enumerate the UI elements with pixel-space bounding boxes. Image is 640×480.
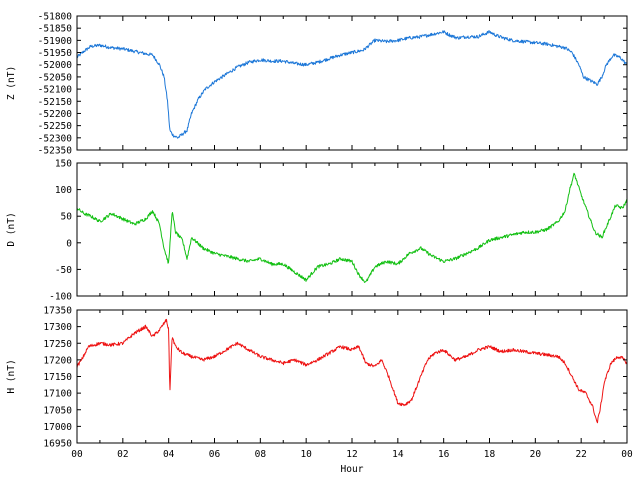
y-tick-label: 17150 [43,372,72,383]
x-tick-label: 16 [438,449,450,460]
x-tick-label: 00 [71,449,83,460]
x-tick-label: 20 [530,449,542,460]
y-tick-label: 150 [55,159,72,170]
x-tick-label: 18 [484,449,496,460]
x-tick-label: 14 [392,449,404,460]
y-tick-label: -52350 [38,146,73,157]
y-tick-label: 100 [55,185,72,196]
y-tick-label: 50 [61,212,73,223]
y-tick-label: -52150 [38,97,73,108]
z-x-ticks [76,16,628,150]
y-tick-label: -51800 [38,12,73,23]
y-tick-label: -52250 [38,121,73,132]
y-tick-label: 17000 [43,422,72,433]
x-tick-label: 08 [255,449,267,460]
x-tick-label: 02 [117,449,128,460]
y-tick-label: 0 [66,238,72,249]
x-tick-label: 04 [163,449,175,460]
y-tick-label: 17200 [43,355,72,366]
z-plot-frame [76,15,628,151]
y-tick-label: -51900 [38,36,73,47]
z-series-line [76,30,628,139]
y-tick-label: 17250 [43,339,72,350]
h-axis-label: H (nT) [6,359,17,393]
y-tick-label: 17100 [43,389,72,400]
y-tick-label: 17300 [43,322,72,333]
y-tick-label: 17350 [43,306,72,317]
y-tick-label: -100 [49,292,72,303]
x-tick-label: 22 [575,449,586,460]
d-component-panel: -100 -50 0 50 100 150 D (nT) [6,159,628,303]
x-tick-label: 06 [209,449,221,460]
d-series-line [76,172,628,283]
y-tick-label: -52050 [38,72,73,83]
y-tick-label: -51950 [38,48,73,59]
x-axis-label: Hour [341,464,364,475]
y-tick-label: -52200 [38,109,73,120]
x-tick-label: 12 [346,449,357,460]
y-tick-label: 17050 [43,405,72,416]
z-component-panel: -52350 -52300-52250-52200-52150-52100 -520… [6,12,628,157]
hour-axis: 00 02 04 06 08 10 12 14 16 18 20 22 00 [71,449,633,460]
x-tick-label: 00 [621,449,633,460]
d-x-ticks [76,163,628,296]
d-y-axis: -100 -50 0 50 100 150 [49,159,627,303]
y-tick-label: 16950 [43,439,72,450]
z-axis-label: Z (nT) [6,66,17,100]
y-tick-label: -50 [55,265,72,276]
y-tick-label: -51850 [38,24,73,35]
h-component-panel: 16950 17000 17050 17100 17150 17200 17250 17300… [6,306,628,450]
z-y-axis: -52350 -52300-52250-52200-52150-52100 -520… [38,12,627,157]
h-series-line [76,318,628,424]
y-tick-label: -52300 [38,133,73,144]
x-tick-label: 10 [300,449,312,460]
h-x-ticks [76,310,628,443]
d-axis-label: D (nT) [6,212,17,246]
y-tick-label: -52100 [38,85,73,96]
y-tick-label: -52000 [38,60,73,71]
h-y-axis: 16950 17000 17050 17100 17150 17200 17250 17300… [43,306,627,450]
